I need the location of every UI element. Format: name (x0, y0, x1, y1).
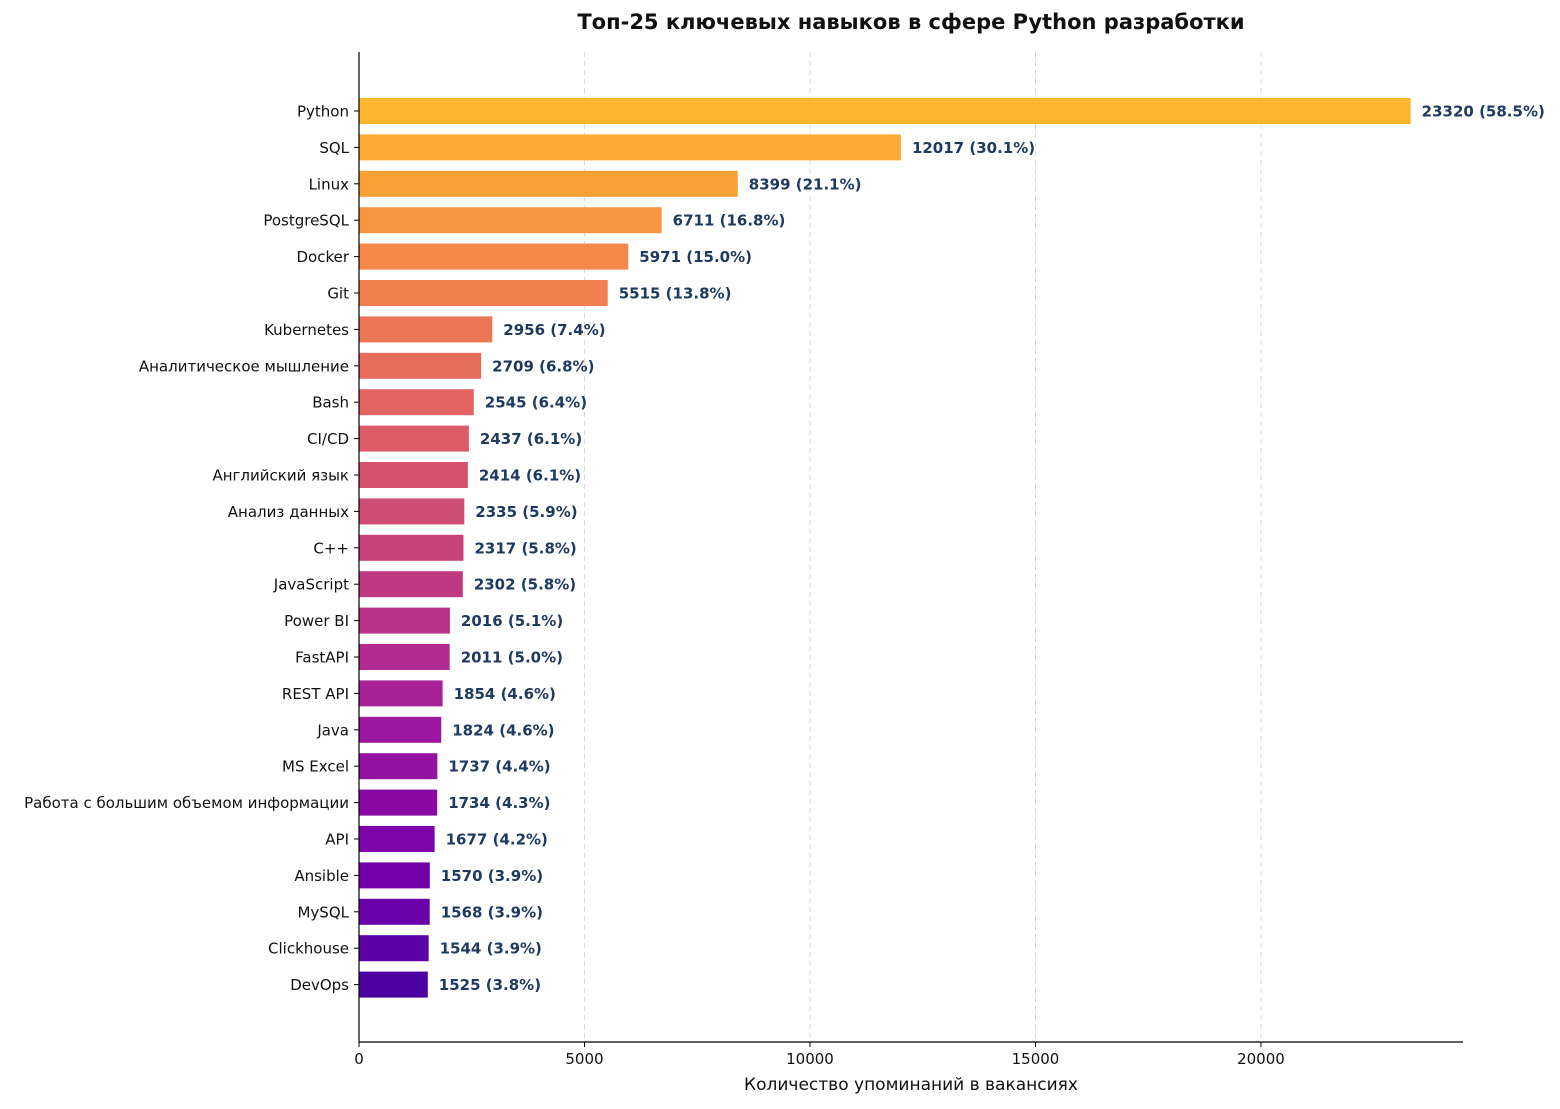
value-label: 2016 (5.1%) (461, 612, 563, 630)
category-label: Работа с большим объемом информации (24, 794, 349, 812)
value-label: 5971 (15.0%) (639, 248, 752, 266)
value-label: 8399 (21.1%) (749, 175, 862, 193)
bar (359, 971, 428, 998)
category-label: Английский язык (212, 467, 349, 485)
x-tick-label: 5000 (565, 1050, 603, 1068)
category-label: MySQL (297, 903, 349, 921)
bar (359, 207, 662, 234)
bar (359, 862, 430, 889)
category-label: Bash (312, 394, 349, 412)
value-label: 1854 (4.6%) (454, 685, 556, 703)
bar (359, 389, 474, 416)
category-label: C++ (313, 539, 349, 557)
category-labels: Python SQL Linux PostgreSQL Docker Git Kuberne… (24, 103, 359, 994)
bar (359, 753, 438, 780)
bar (359, 826, 435, 852)
bar (359, 425, 469, 452)
category-label: API (325, 831, 349, 849)
x-tick-label: 20000 (1237, 1050, 1285, 1068)
category-label: Git (327, 285, 349, 303)
category-label: MS Excel (282, 758, 349, 776)
bar (359, 280, 608, 306)
category-label: Аналитическое мышление (139, 357, 349, 375)
value-label: 2317 (5.8%) (474, 539, 576, 557)
value-labels: 23320 (58.5%) 12017 (30.1%) 8399 (21.1%) 67… (439, 103, 1545, 995)
grid (583, 52, 1262, 1042)
bar (359, 644, 450, 670)
bar (359, 716, 442, 743)
bar (359, 243, 629, 270)
value-label: 1677 (4.2%) (446, 831, 548, 849)
value-label: 2437 (6.1%) (480, 430, 582, 448)
category-label: Kubernetes (264, 321, 349, 339)
value-label: 2545 (6.4%) (485, 394, 587, 412)
bar (359, 352, 482, 379)
chart-title: Топ-25 ключевых навыков в сфере Python р… (577, 10, 1244, 34)
value-label: 1525 (3.8%) (439, 976, 541, 994)
value-label: 2335 (5.9%) (475, 503, 577, 521)
category-label: Linux (309, 175, 350, 193)
bar (359, 935, 429, 962)
value-label: 12017 (30.1%) (912, 139, 1035, 157)
bar (359, 680, 443, 707)
x-tick-label: 10000 (786, 1050, 834, 1068)
bar (359, 170, 738, 197)
value-label: 2302 (5.8%) (474, 576, 576, 594)
value-label: 2414 (6.1%) (479, 467, 581, 485)
x-ticks: 0 5000 10000 15000 20000 (354, 1042, 1285, 1068)
bars (359, 98, 1411, 998)
value-label: 23320 (58.5%) (1422, 103, 1545, 121)
category-label: FastAPI (295, 649, 349, 667)
category-label: PostgreSQL (263, 212, 349, 230)
value-label: 5515 (13.8%) (619, 285, 732, 303)
value-label: 1568 (3.9%) (441, 903, 543, 921)
category-label: JavaScript (273, 576, 349, 594)
bar (359, 316, 493, 343)
bar (359, 789, 438, 816)
category-label: CI/CD (307, 430, 349, 448)
bar (359, 898, 430, 925)
axes (358, 52, 1463, 1043)
x-tick-label: 15000 (1012, 1050, 1060, 1068)
value-label: 2011 (5.0%) (461, 649, 563, 667)
category-label: DevOps (290, 976, 349, 994)
category-label: Java (316, 721, 349, 739)
category-label: Power BI (284, 612, 349, 630)
bar (359, 98, 1411, 124)
category-label: Ansible (294, 867, 349, 885)
category-label: SQL (319, 139, 349, 157)
bar (359, 607, 450, 634)
value-label: 6711 (16.8%) (673, 212, 786, 230)
value-label: 1824 (4.6%) (452, 721, 554, 739)
bar (359, 498, 465, 525)
bar (359, 571, 463, 598)
value-label: 1734 (4.3%) (448, 794, 550, 812)
category-label: Docker (296, 248, 349, 266)
category-label: Анализ данных (228, 503, 349, 521)
value-label: 2709 (6.8%) (492, 357, 594, 375)
category-label: Clickhouse (268, 940, 349, 958)
x-tick-label: 0 (354, 1050, 364, 1068)
value-label: 1570 (3.9%) (441, 867, 543, 885)
bar (359, 134, 901, 161)
category-label: REST API (282, 685, 349, 703)
bar (359, 462, 468, 488)
category-label: Python (297, 103, 349, 121)
value-label: 2956 (7.4%) (503, 321, 605, 339)
x-axis-label: Количество упоминаний в вакансиях (744, 1075, 1078, 1095)
value-label: 1737 (4.4%) (448, 758, 550, 776)
value-label: 1544 (3.9%) (440, 940, 542, 958)
bar (359, 534, 464, 561)
